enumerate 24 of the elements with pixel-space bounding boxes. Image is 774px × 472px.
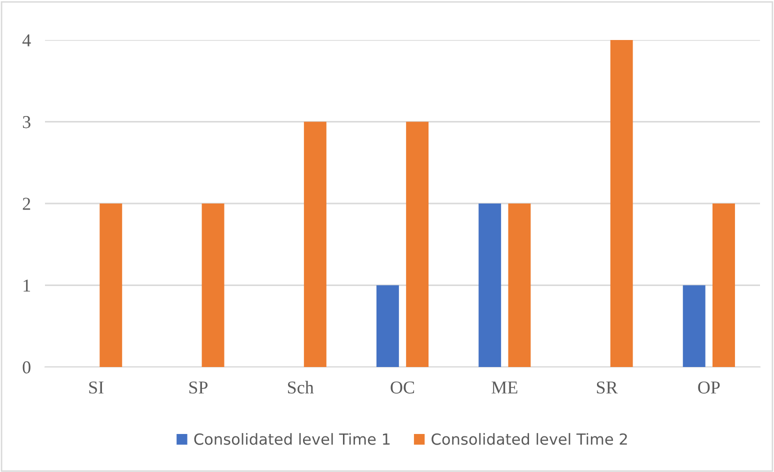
bar xyxy=(304,122,326,367)
legend-label: Consolidated level Time 1 xyxy=(194,433,390,445)
y-tick-label: 0 xyxy=(22,361,30,374)
y-tick-label: 1 xyxy=(24,280,30,292)
bar xyxy=(478,204,502,367)
bar xyxy=(100,204,122,367)
bar xyxy=(682,285,706,367)
bar xyxy=(610,40,633,367)
x-tick-label: OP xyxy=(698,381,720,394)
bar xyxy=(376,285,399,367)
x-tick-label: SR xyxy=(596,381,618,394)
y-tick-label: 2 xyxy=(22,198,30,210)
bar xyxy=(406,122,429,367)
x-tick-label: OC xyxy=(390,381,414,394)
x-tick-label: SP xyxy=(189,381,208,394)
x-tick-label: SI xyxy=(89,381,104,394)
y-tick-label: 4 xyxy=(22,34,31,46)
x-tick-label: ME xyxy=(492,382,518,394)
x-tick-label: Sch xyxy=(288,380,314,394)
bar xyxy=(202,204,224,367)
bar xyxy=(712,204,735,367)
y-tick-label: 3 xyxy=(22,116,30,128)
legend-label: Consolidated level Time 2 xyxy=(432,433,627,445)
bar xyxy=(508,204,531,367)
